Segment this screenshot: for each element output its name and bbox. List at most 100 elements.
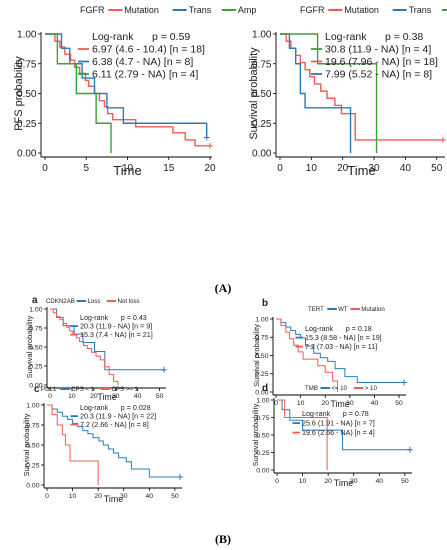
legend-entry: <= 10 — [331, 385, 347, 392]
x-tick-label: 40 — [146, 493, 154, 500]
panel-label: b — [262, 298, 268, 309]
legend-entry: Loss — [88, 298, 101, 305]
y-tick-label: 0.00 — [256, 467, 269, 474]
x-tick-label: 30 — [112, 393, 120, 400]
km-panel-bd: d0.000.250.500.751.000 10 20 30 40 50TimeSurv… — [251, 383, 413, 488]
x-tick-label: 10 — [68, 393, 76, 400]
x-tick-label: 40 — [400, 163, 412, 174]
y-tick-label: 1.00 — [255, 316, 268, 323]
km-curve-1 — [50, 308, 164, 371]
legend-entry: Mutation — [124, 5, 159, 15]
km-curve-3 — [280, 33, 378, 153]
legend-entry: CPS < 1 — [71, 386, 95, 393]
stats-annotation: Log-rank p = 0.78 25.6 (1.91 - NA) [n = 7]… — [292, 410, 375, 437]
legend-title: TMB — [305, 385, 318, 392]
logrank-p-value: p = 0.59 — [152, 31, 190, 43]
logrank-p-value: p = 0.38 — [385, 31, 423, 43]
km-curve-2 — [277, 399, 328, 470]
panel-label: a — [32, 295, 38, 306]
y-tick-label: 0.00 — [252, 149, 272, 160]
x-tick-label: 20 — [337, 163, 349, 174]
logrank-p-value: p = 0.028 — [121, 404, 151, 412]
median-estimate: 6.38 (4.7 - NA) [n = 8] — [92, 56, 193, 68]
y-tick-label: 0.50 — [26, 442, 39, 449]
y-tick-label: 0.50 — [255, 353, 268, 360]
km-curve-3 — [45, 33, 112, 153]
legend-title: CDKN2AB — [46, 298, 75, 305]
km-curve-2 — [276, 318, 339, 392]
median-estimate: 7.2 (7.03 - NA) [n = 11] — [305, 343, 377, 351]
y-tick-label: 0.50 — [29, 344, 42, 351]
y-tick-label: 0.50 — [17, 89, 37, 100]
x-tick-label: 15 — [163, 163, 175, 174]
x-tick-label: 50 — [395, 400, 403, 407]
y-tick-label: 0.25 — [29, 363, 42, 370]
legend-entry: CPS >= 1 — [111, 386, 138, 393]
km-panel-a2: 0.00 0.25 0.50 0.75 1.00 0 10 20 30 40 50 Time Survi… — [248, 5, 447, 178]
legend-title: FGFR — [300, 5, 325, 15]
x-tick-label: 20 — [94, 493, 102, 500]
km-panel-a1: 0.00 0.25 0.50 0.75 1.00 0 5 10 15 20 Time PFS prob… — [13, 5, 256, 178]
legend-entry: Mutation — [361, 306, 384, 313]
y-tick-label: 0.75 — [17, 59, 37, 70]
median-estimate: 20.3 (11.9 - NA) [n = 22] — [80, 413, 156, 421]
stats-annotation: Log-rank p = 0.596.97 (4.6 - 10.4) [n = 1… — [78, 31, 205, 81]
median-estimate: 7.2 (2.66 - NA) [n = 8] — [80, 421, 149, 429]
median-estimate: 19.6 (2.66 - NA) [n = 4] — [302, 429, 375, 437]
legend: TERT WT Mutation — [308, 306, 385, 313]
x-tick-label: 20 — [324, 478, 332, 485]
y-tick-label: 1.00 — [256, 397, 269, 404]
y-tick-label: 0.75 — [252, 59, 272, 70]
logrank-label: Log-rank — [302, 410, 331, 418]
median-estimate: 6.11 (2.79 - NA) [n = 4] — [92, 69, 198, 81]
legend-entry: Mutation — [344, 5, 379, 15]
legend: CDKN2AB Loss Not loss — [46, 298, 140, 305]
legend-entry: Trans — [189, 5, 212, 15]
median-estimate: 25.6 (1.91 - NA) [n = 7] — [302, 420, 375, 428]
legend: TMB <= 10 > 10 — [305, 385, 377, 392]
x-axis-label: Time — [113, 163, 141, 178]
x-axis-label: Time — [330, 399, 349, 409]
km-curve-2 — [50, 308, 119, 385]
y-axis-label: Survival probability — [22, 413, 31, 476]
y-axis-label: Survival probability — [25, 315, 34, 378]
panel-label: d — [262, 383, 268, 394]
legend-title: FGFR — [80, 5, 105, 15]
y-tick-label: 1.00 — [26, 402, 39, 409]
figure-label-A: (A) — [215, 281, 232, 295]
x-tick-label: 0 — [277, 163, 283, 174]
logrank-p-value: p = 0.78 — [343, 410, 369, 418]
x-tick-label: 10 — [122, 163, 134, 174]
x-axis-label: Time — [334, 478, 353, 488]
legend-entry: > 10 — [365, 385, 378, 392]
x-tick-label: 30 — [368, 163, 380, 174]
logrank-label: Log-rank — [325, 31, 367, 43]
median-estimate: 15.3 (7.4 - NA) [n = 21] — [80, 331, 153, 339]
x-tick-label: 50 — [401, 478, 409, 485]
y-tick-label: 1.00 — [29, 306, 42, 313]
x-tick-label: 0 — [48, 393, 52, 400]
y-axis-label: Survival probability — [251, 403, 260, 466]
km-panel-ba: a 0.00 0.25 0.50 0.75 1.00 0 10 20 30 40 50 Time Surv… — [25, 295, 167, 402]
x-tick-label: 30 — [346, 400, 354, 407]
y-tick-label: 0.75 — [29, 325, 42, 332]
y-tick-label: 0.75 — [256, 415, 269, 422]
km-panel-bb: b 0.00 0.25 0.50 0.75 1.00 0 10 20 30 40 50 Time Surv… — [252, 298, 407, 409]
x-tick-label: 30 — [350, 478, 358, 485]
x-tick-label: 40 — [134, 393, 142, 400]
x-tick-label: 0 — [275, 478, 279, 485]
panel-label: c — [34, 384, 40, 395]
x-axis-label: Time — [104, 494, 123, 504]
y-tick-label: 0.25 — [252, 119, 272, 130]
y-tick-label: 1.00 — [17, 30, 37, 41]
km-curve-1 — [47, 404, 180, 478]
x-tick-label: 0 — [42, 163, 48, 174]
x-tick-label: 50 — [156, 393, 164, 400]
x-tick-label: 0 — [274, 400, 278, 407]
median-estimate: 6.97 (4.6 - 10.4) [n = 18] — [92, 44, 205, 56]
logrank-label: Log-rank — [92, 31, 134, 43]
